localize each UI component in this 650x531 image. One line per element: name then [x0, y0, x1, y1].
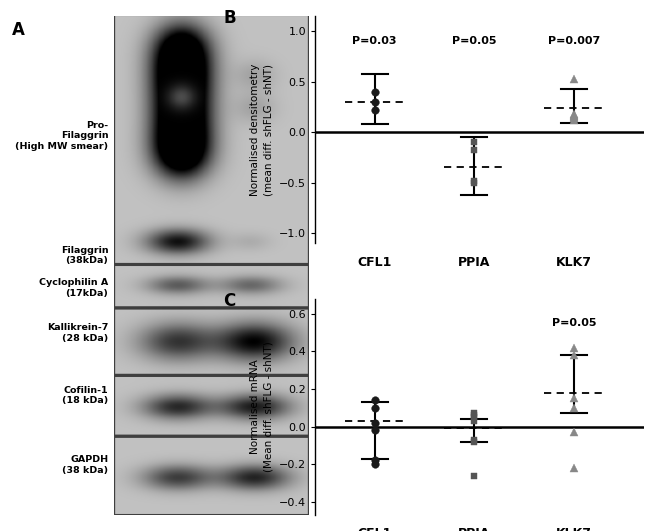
- Text: P=0.05: P=0.05: [452, 37, 497, 46]
- Text: B: B: [223, 9, 236, 27]
- Text: P=0.03: P=0.03: [352, 37, 397, 46]
- Text: CFL1: CFL1: [358, 527, 392, 531]
- Text: shFLG: shFLG: [233, 0, 276, 4]
- Text: CFL1: CFL1: [358, 256, 392, 269]
- Text: PPIA: PPIA: [458, 256, 491, 269]
- Y-axis label: Normalised densitometry
(mean diff. shFLG - shNT): Normalised densitometry (mean diff. shFL…: [250, 63, 274, 196]
- Text: KLK7: KLK7: [556, 527, 592, 531]
- Text: Filaggrin
(38kDa): Filaggrin (38kDa): [60, 246, 109, 265]
- Text: P=0.007: P=0.007: [548, 37, 600, 46]
- Text: PPIA: PPIA: [458, 527, 491, 531]
- Text: shNT: shNT: [159, 0, 194, 4]
- Text: Pro-
Filaggrin
(High MW smear): Pro- Filaggrin (High MW smear): [15, 121, 109, 151]
- Text: GAPDH
(38 kDa): GAPDH (38 kDa): [62, 456, 109, 475]
- Text: C: C: [223, 292, 235, 310]
- Text: A: A: [12, 21, 25, 39]
- Y-axis label: Normalised mRNA
(Mean diff. shFLG - shNT): Normalised mRNA (Mean diff. shFLG - shNT…: [250, 341, 273, 472]
- Text: Cofilin-1
(18 kDa): Cofilin-1 (18 kDa): [62, 386, 109, 405]
- Text: Cyclophilin A
(17kDa): Cyclophilin A (17kDa): [39, 278, 109, 298]
- Text: Kallikrein-7
(28 kDa): Kallikrein-7 (28 kDa): [47, 323, 109, 342]
- Text: KLK7: KLK7: [556, 256, 592, 269]
- Text: P=0.05: P=0.05: [552, 318, 596, 328]
